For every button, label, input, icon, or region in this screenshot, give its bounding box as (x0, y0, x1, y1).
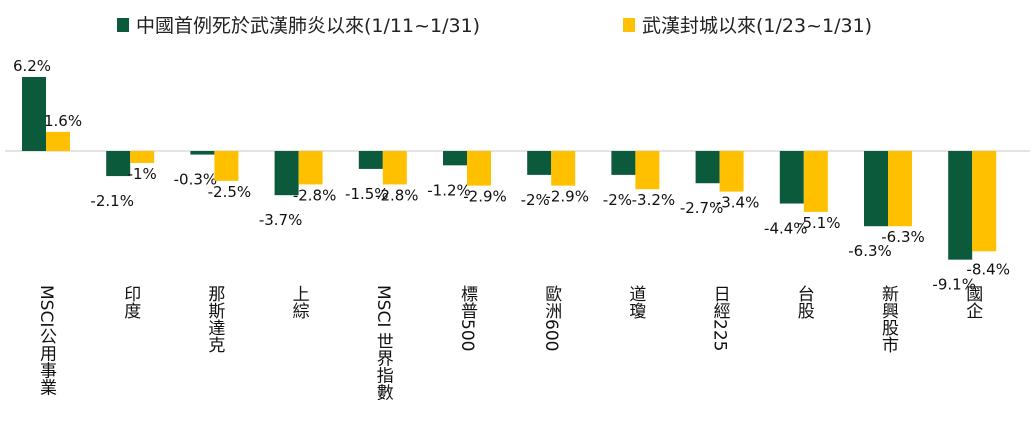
bar-series-2-10 (888, 151, 912, 227)
bar-series-1-10 (864, 151, 888, 227)
data-label-series-2-6: -2.9% (545, 188, 589, 206)
bar-series-1-7 (611, 151, 636, 175)
legend-label-series-1: 中國首例死於武漢肺炎以來(1/11~1/31) (136, 15, 480, 37)
bar-series-2-0 (46, 131, 70, 151)
data-label-series-2-11: -8.4% (966, 260, 1010, 278)
data-label-series-2-2: -2.5% (208, 183, 252, 201)
legend-swatch-series-2 (623, 18, 635, 32)
category-label-5: 標普500 (457, 285, 478, 351)
bar-series-1-5 (443, 151, 467, 166)
data-label-series-2-7: -3.2% (632, 191, 676, 209)
data-label-series-1-4: -1.5% (345, 185, 389, 203)
data-label-series-1-5: -1.2% (427, 181, 471, 199)
legend-label-series-2: 武漢封城以來(1/23~1/31) (642, 15, 872, 37)
bar-series-1-4 (358, 151, 383, 169)
category-label-6: 歐洲600 (541, 285, 562, 351)
bar-series-1-2 (190, 151, 215, 155)
data-label-series-1-1: -2.1% (90, 192, 134, 210)
bar-series-2-6 (551, 151, 576, 186)
category-label-10: 新興股市 (878, 285, 899, 353)
category-label-4: MSCI 世界指數 (373, 285, 394, 401)
data-label-series-2-0: 1.6% (44, 112, 82, 130)
legend: 中國首例死於武漢肺炎以來(1/11~1/31) 武漢封城以來(1/23~1/31… (117, 15, 872, 37)
data-label-series-1-11: -9.1% (932, 276, 976, 294)
bar-series-2-1 (130, 151, 155, 163)
data-label-series-1-3: -3.7% (259, 211, 303, 229)
data-label-series-1-0: 6.2% (13, 57, 51, 75)
bar-series-2-3 (298, 151, 323, 185)
data-label-series-1-6: -2% (521, 191, 550, 209)
bar-series-2-11 (972, 151, 997, 252)
bar-series-2-8 (719, 151, 744, 192)
data-label-series-2-9: -5.1% (797, 214, 841, 232)
bar-series-2-4 (382, 151, 407, 185)
category-label-1: 印度 (120, 285, 141, 319)
legend-swatch-series-1 (117, 18, 129, 32)
data-label-series-1-2: -0.3% (174, 171, 218, 189)
data-label-series-1-10: -6.3% (848, 242, 892, 260)
data-label-series-2-3: -2.8% (293, 186, 337, 204)
data-label-series-1-8: -2.7% (680, 199, 724, 217)
data-label-series-1-7: -2% (603, 191, 632, 209)
bar-series-2-9 (803, 151, 828, 212)
category-label-0: MSCI公用事業 (36, 285, 57, 395)
bar-series-2-2 (214, 151, 239, 181)
category-label-3: 上綜 (289, 285, 310, 320)
bar-series-2-7 (635, 151, 660, 190)
bar-series-1-9 (779, 151, 804, 204)
data-label-series-2-1: -1% (128, 165, 157, 183)
data-label-series-2-5: -2.9% (463, 188, 507, 206)
data-label-series-1-9: -4.4% (764, 220, 808, 238)
bar-marks: 6.2% 1.6% MSCI公用事業 -2.1% -1% 印度 -0.3%-2.5% 那斯達克… (13, 57, 1010, 401)
category-label-2: 那斯達克 (204, 285, 225, 353)
bar-series-1-0 (22, 76, 46, 151)
bar-series-1-1 (106, 151, 131, 177)
bar-series-1-3 (274, 151, 299, 196)
data-label-series-2-10: -6.3% (881, 228, 925, 246)
data-label-series-2-8: -3.4% (716, 194, 760, 212)
bar-series-1-6 (527, 151, 552, 175)
category-label-9: 台股 (794, 285, 815, 320)
data-label-series-2-4: -2.8% (375, 186, 419, 204)
bar-series-2-5 (467, 151, 491, 186)
bar-series-1-11 (948, 151, 973, 260)
category-label-7: 道瓊 (625, 285, 646, 319)
category-label-11: 國企 (962, 285, 983, 319)
category-label-8: 日經225 (710, 285, 731, 351)
bar-series-1-8 (695, 151, 720, 184)
